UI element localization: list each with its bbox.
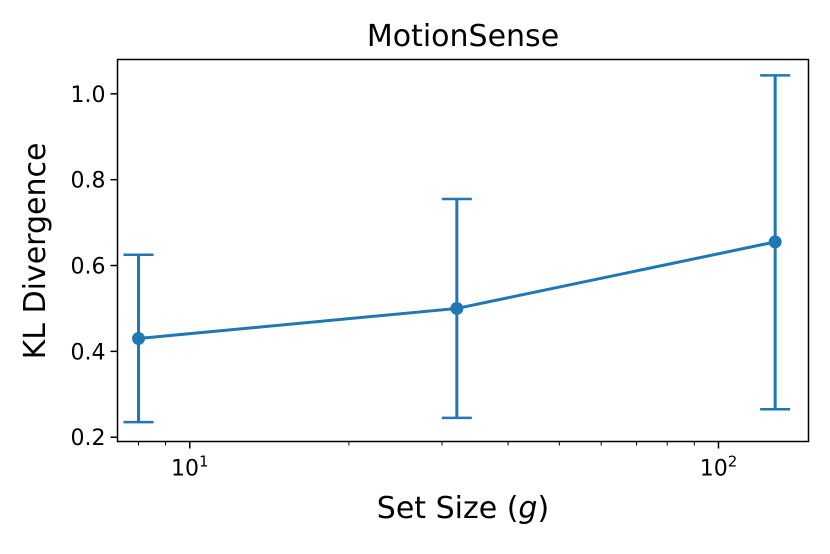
plot-frame xyxy=(116,58,810,443)
y-tick-label: 0.2 xyxy=(71,426,106,451)
x-tick-label: 102 xyxy=(700,453,738,482)
x-tick-label: 101 xyxy=(171,453,209,482)
data-point xyxy=(450,301,464,315)
y-tick-label: 0.6 xyxy=(71,255,106,280)
x-axis-label: Set Size (g) xyxy=(377,491,549,526)
chart-title: MotionSense xyxy=(367,19,559,54)
y-tick-label: 0.4 xyxy=(71,340,106,365)
y-axis-ticks: 0.2 0.4 0.6 0.8 1.0 xyxy=(71,83,118,451)
data-point xyxy=(132,331,146,345)
data-point xyxy=(768,235,782,249)
series-layer xyxy=(123,74,791,424)
y-tick-label: 0.8 xyxy=(71,169,106,194)
y-axis-label: KL Divergence xyxy=(18,143,53,360)
y-tick-label: 1.0 xyxy=(71,83,106,108)
x-axis-ticks: 101 102 xyxy=(138,441,738,482)
